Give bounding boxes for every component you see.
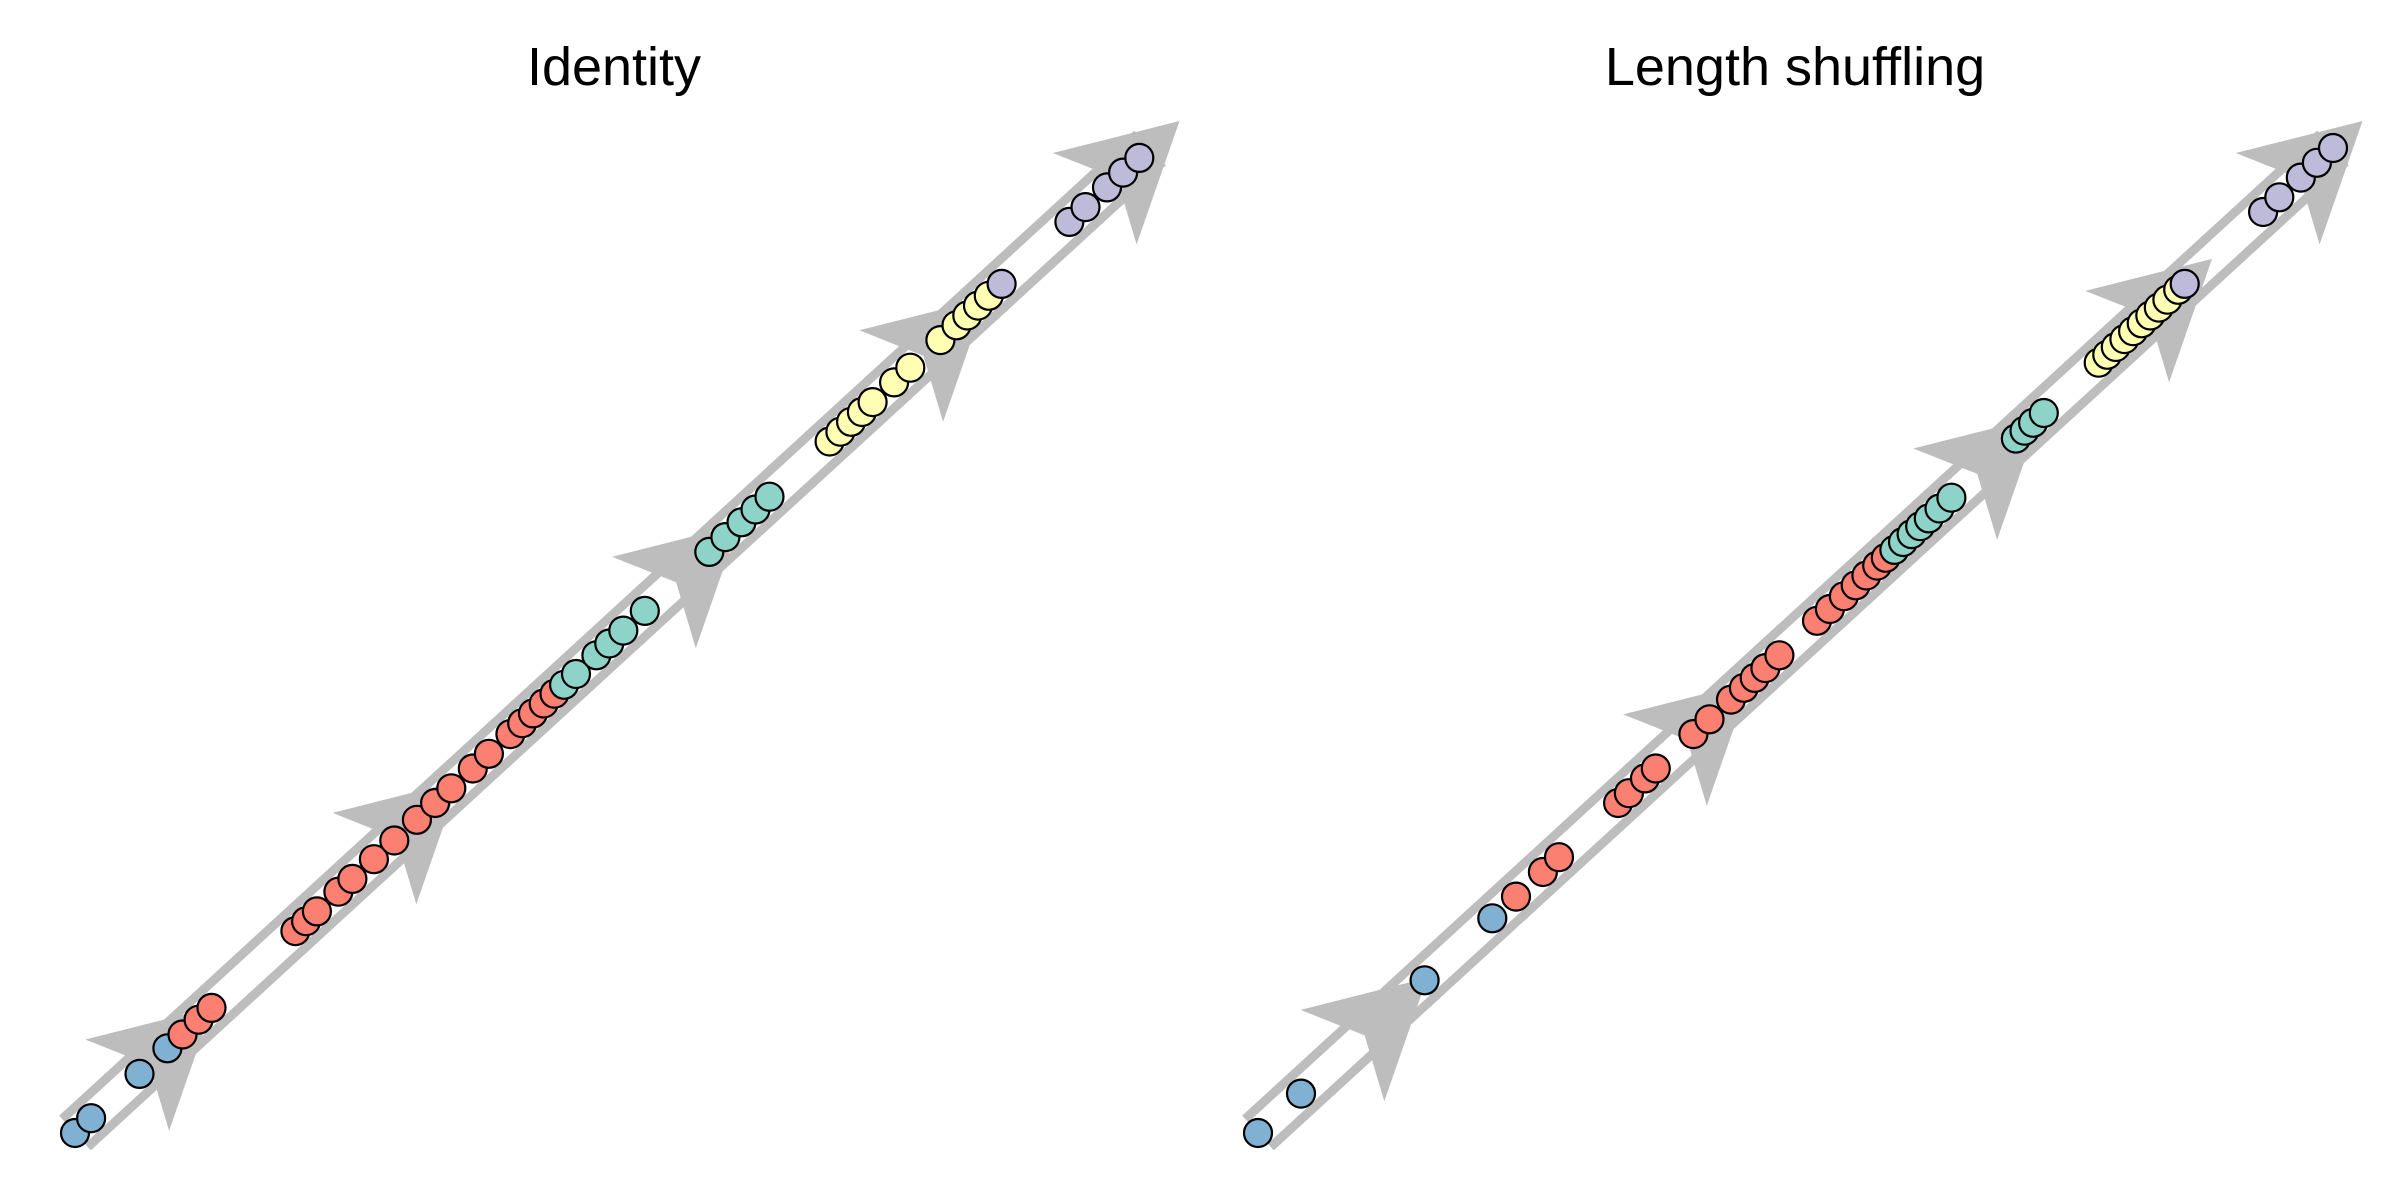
cell-point-lavender	[2317, 132, 2349, 164]
cells-identity	[59, 142, 1155, 1149]
cell-point-salmon	[196, 992, 227, 1024]
trajectory-rail-lower	[1267, 158, 2349, 1151]
cell-point-blue	[124, 1058, 155, 1090]
cell-point-aqua	[629, 595, 660, 627]
milestone-arrow	[1300, 977, 1428, 1102]
cell-point-salmon	[358, 844, 389, 875]
cell-point-blue	[1242, 1117, 1274, 1149]
cell-point-lavender	[986, 268, 1017, 299]
cell-point-salmon	[379, 825, 410, 856]
trajectory-rail-lower	[84, 158, 1166, 1151]
cell-point-aqua	[560, 658, 592, 690]
cell-point-blue	[1477, 903, 1508, 934]
cell-point-lavender	[1070, 192, 1101, 223]
cell-point-salmon	[436, 773, 467, 804]
cell-point-salmon	[1500, 881, 1532, 912]
cell-point-salmon	[473, 738, 504, 769]
trajectory-rails-length-shuffling	[1242, 130, 2349, 1151]
cell-point-yellow	[857, 387, 888, 418]
cell-point-aqua	[2028, 397, 2059, 429]
cell-point-blue	[1409, 965, 1440, 996]
cell-point-aqua	[1936, 482, 1967, 513]
cells-length-shuffling	[1242, 132, 2349, 1149]
cell-point-salmon	[1694, 704, 1725, 735]
cell-point-salmon	[1640, 753, 1671, 784]
cell-point-aqua	[754, 481, 785, 512]
cell-point-yellow	[895, 352, 926, 383]
cell-point-blue	[1285, 1078, 1317, 1109]
cell-point-blue	[75, 1103, 107, 1134]
cell-point-aqua	[608, 615, 639, 646]
cell-point-salmon	[1543, 842, 1575, 873]
cell-point-lavender	[2169, 268, 2200, 299]
panel-identity: Identity	[59, 37, 1180, 1151]
cell-point-salmon	[337, 863, 368, 895]
cell-point-lavender	[1124, 142, 1155, 173]
trajectory-rail-upper	[1242, 130, 2324, 1123]
panel-length-shuffling: Length shuffling	[1242, 37, 2363, 1151]
trajectory-rail-upper	[59, 130, 1141, 1123]
panel-title-length-shuffling: Length shuffling	[1605, 37, 1985, 97]
trajectory-rails-identity	[59, 130, 1166, 1151]
cell-point-lavender	[2264, 182, 2295, 213]
panel-title-identity: Identity	[527, 37, 701, 97]
cell-point-salmon	[1764, 640, 1795, 671]
cell-point-salmon	[301, 896, 332, 927]
